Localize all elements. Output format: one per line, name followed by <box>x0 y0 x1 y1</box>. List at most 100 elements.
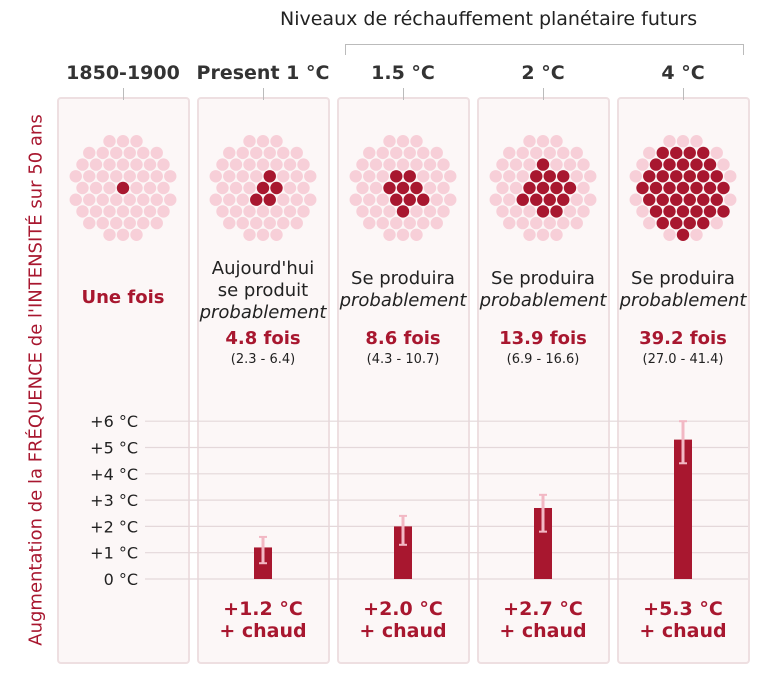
event-dot-red <box>417 193 430 206</box>
event-dot <box>103 158 116 171</box>
event-dot <box>423 205 437 218</box>
event-dot <box>396 228 410 241</box>
warming-label: +2.7 °C + chaud <box>473 598 613 642</box>
event-dot <box>143 158 157 171</box>
event-dot <box>164 193 177 206</box>
event-dot <box>584 170 597 183</box>
event-dot <box>417 170 430 183</box>
event-dot-red <box>670 193 683 206</box>
event-dot <box>437 181 450 195</box>
event-dot <box>130 228 143 241</box>
column-tick <box>403 88 404 100</box>
event-dot <box>690 228 703 241</box>
event-dot <box>423 181 437 195</box>
event-dot-red <box>390 193 403 206</box>
frequency-range: (2.3 - 6.4) <box>230 352 296 367</box>
event-dot-red <box>703 205 717 218</box>
bar <box>674 439 692 579</box>
event-dot <box>83 193 96 206</box>
event-dot <box>363 146 376 160</box>
event-dot <box>577 158 590 171</box>
event-dot <box>369 181 383 195</box>
frequency-label: 13.9 fois <box>499 328 587 349</box>
event-dot <box>496 181 509 195</box>
event-dot <box>503 216 516 230</box>
event-dot <box>290 170 303 183</box>
event-dot <box>223 146 236 160</box>
event-dot <box>236 216 249 230</box>
event-dot <box>536 228 550 241</box>
event-dot-red <box>717 181 730 195</box>
event-dot <box>530 146 543 160</box>
event-dot-red <box>697 146 710 160</box>
event-dot-red <box>656 193 669 206</box>
event-dot <box>563 205 577 218</box>
event-dot <box>503 193 516 206</box>
event-dot <box>157 205 170 218</box>
event-dot <box>444 170 457 183</box>
y-tick-label: +2 °C <box>90 517 138 536</box>
event-dot <box>417 146 430 160</box>
event-dot <box>243 158 256 171</box>
event-dot-red <box>683 193 696 206</box>
likelihood-line1: Aujourd'hui <box>211 258 315 279</box>
event-dot <box>570 193 583 206</box>
event-dot-red <box>697 216 710 230</box>
event-dot <box>530 216 543 230</box>
event-dot <box>297 181 310 195</box>
column-label: 2 °C <box>521 62 565 84</box>
event-dot <box>356 205 369 218</box>
warming-value: +2.0 °C <box>363 598 443 620</box>
event-dot <box>417 216 430 230</box>
event-dot <box>430 146 443 160</box>
event-dot-red <box>676 205 690 218</box>
event-dot <box>209 193 222 206</box>
event-dot <box>717 158 730 171</box>
event-dot <box>523 228 536 241</box>
event-dot <box>277 193 290 206</box>
frequency-range: (6.9 - 16.6) <box>506 352 580 367</box>
bar <box>394 526 412 579</box>
event-dot <box>216 158 229 171</box>
event-dot <box>250 146 263 160</box>
event-dot <box>123 146 136 160</box>
event-dot-red <box>643 193 656 206</box>
event-dot <box>243 181 256 195</box>
event-dot <box>256 228 270 241</box>
event-dot <box>710 216 723 230</box>
event-dot <box>356 158 369 171</box>
event-dot <box>116 228 130 241</box>
event-dot-red <box>550 205 563 218</box>
event-dot <box>116 158 130 171</box>
event-dot <box>390 216 403 230</box>
event-dot <box>277 146 290 160</box>
warming-chaud: + chaud <box>219 620 307 642</box>
event-dot <box>376 170 389 183</box>
event-dot <box>577 205 590 218</box>
warming-label: +1.2 °C + chaud <box>193 598 333 642</box>
event-dot-red <box>663 158 676 171</box>
event-dot <box>376 216 389 230</box>
event-dot <box>250 170 263 183</box>
event-dot-red <box>523 181 536 195</box>
event-dot <box>103 181 116 195</box>
event-dot <box>396 135 410 148</box>
event-dot-red <box>663 205 676 218</box>
event-dot <box>270 228 283 241</box>
event-dot <box>223 193 236 206</box>
event-dot <box>130 158 143 171</box>
event-dot <box>116 205 130 218</box>
event-dot <box>270 205 283 218</box>
event-dot-red <box>703 158 717 171</box>
event-dot <box>130 205 143 218</box>
event-dot <box>137 170 150 183</box>
event-dot <box>164 170 177 183</box>
event-dot <box>243 228 256 241</box>
event-dot-red <box>263 170 276 183</box>
event-dot <box>437 158 450 171</box>
bar <box>534 507 552 579</box>
event-dot-red <box>396 205 410 218</box>
event-dot <box>363 193 376 206</box>
event-dot <box>297 205 310 218</box>
event-dot <box>550 158 563 171</box>
